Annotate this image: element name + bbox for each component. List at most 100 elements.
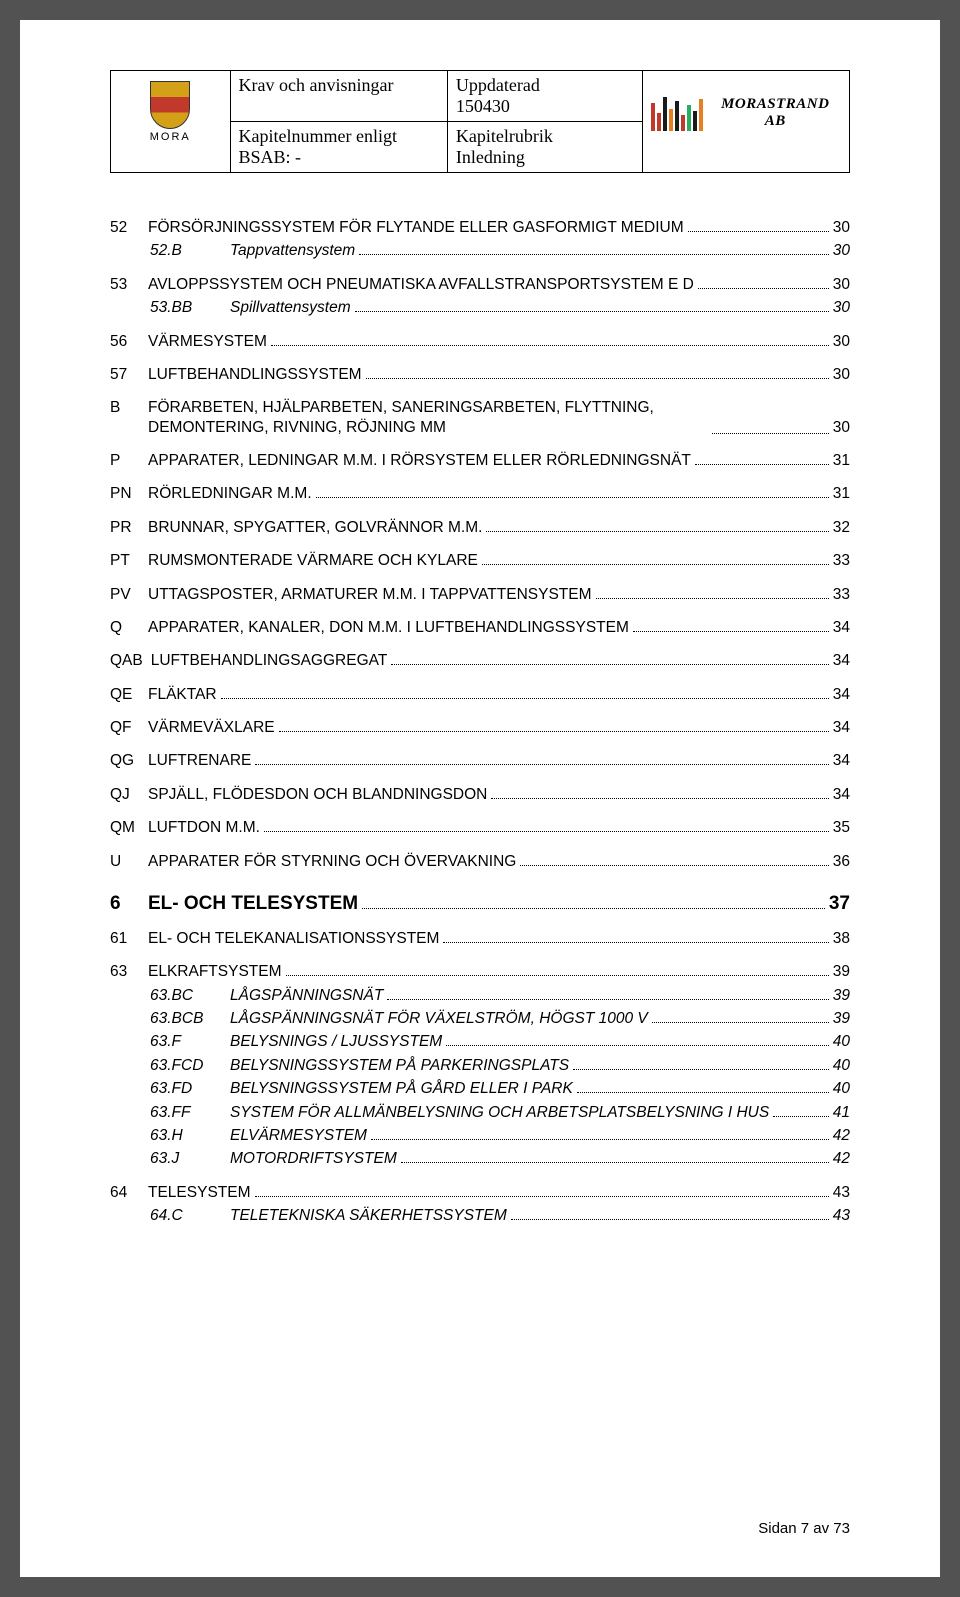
toc-row: 53.BBSpillvattensystem30 [110,298,850,317]
toc-label: SYSTEM FÖR ALLMÄNBELYSNING OCH ARBETSPLA… [230,1103,769,1122]
toc-code: B [110,398,148,417]
toc-leader [355,311,829,312]
toc-page: 31 [833,484,850,503]
toc-leader [695,464,829,465]
toc-page: 43 [833,1206,850,1225]
toc-leader [359,254,829,255]
toc-code: PT [110,551,148,570]
toc-row: PVUTTAGSPOSTER, ARMATURER M.M. I TAPPVAT… [110,585,850,604]
toc-row: QEFLÄKTAR34 [110,685,850,704]
toc-code: P [110,451,148,470]
toc-section-6: 6 EL- OCH TELESYSTEM 37 [110,893,850,915]
toc-row: 64TELESYSTEM 43 [110,1183,850,1202]
toc-page: 43 [833,1183,850,1202]
toc-section-code: 6 [110,893,148,915]
toc-leader [520,865,828,866]
toc-row: QAPPARATER, KANALER, DON M.M. I LUFTBEHA… [110,618,850,637]
toc-leader [366,378,829,379]
toc-row: QABLUFTBEHANDLINGSAGGREGAT34 [110,651,850,670]
document-page: MORA Krav och anvisningar Uppdaterad 150… [20,20,940,1577]
toc-row: QFVÄRMEVÄXLARE 34 [110,718,850,737]
toc-label: LUFTBEHANDLINGSAGGREGAT [151,651,388,670]
toc-section-label: EL- OCH TELESYSTEM [148,893,358,915]
toc-code: 63.FCD [110,1056,230,1075]
logo-left-cell: MORA [111,71,231,173]
toc-label: LUFTRENARE [148,751,251,770]
toc-leader [698,288,829,289]
toc-label: RUMSMONTERADE VÄRMARE OCH KYLARE [148,551,478,570]
toc-leader [371,1139,829,1140]
toc-page: 30 [833,275,850,294]
toc-leader [286,975,829,976]
toc-code: QF [110,718,148,737]
toc-row: 63.JMOTORDRIFTSYSTEM42 [110,1149,850,1168]
toc-label: VÄRMEVÄXLARE [148,718,275,737]
toc-code: 63.F [110,1032,230,1051]
toc-label: APPARATER, KANALER, DON M.M. I LUFTBEHAN… [148,618,629,637]
toc-leader [712,433,829,434]
toc-code: QAB [110,651,151,670]
toc-page: 40 [833,1079,850,1098]
toc-row: 63.FDBELYSNINGSSYSTEM PÅ GÅRD ELLER I PA… [110,1079,850,1098]
logo-right-cell: MORASTRAND AB [643,71,850,173]
toc-page: 31 [833,451,850,470]
toc-label: FÖRARBETEN, HJÄLPARBETEN, SANERINGSARBET… [148,398,708,437]
toc-row: 57LUFTBEHANDLINGSSYSTEM30 [110,365,850,384]
toc-page: 41 [833,1103,850,1122]
toc-block-2: 61EL- OCH TELEKANALISATIONSSYSTEM38 63ELK… [110,929,850,1226]
toc-code: 64 [110,1183,148,1202]
toc-label: LUFTDON M.M. [148,818,260,837]
toc-leader [688,231,829,232]
toc-row: 61EL- OCH TELEKANALISATIONSSYSTEM38 [110,929,850,948]
toc-code: 63 [110,962,148,981]
toc-page: 34 [833,718,850,737]
header-cell-b1: Uppdaterad 150430 [447,71,643,122]
toc-row: PTRUMSMONTERADE VÄRMARE OCH KYLARE33 [110,551,850,570]
toc-label: BELYSNINGSSYSTEM PÅ PARKERINGSPLATS [230,1056,569,1075]
header-cell-a2: Kapitelnummer enligt BSAB: - [230,122,447,173]
toc-page: 34 [833,751,850,770]
toc-leader [271,345,829,346]
toc-leader [491,798,828,799]
toc-label: TELESYSTEM [148,1183,251,1202]
toc-code: QE [110,685,148,704]
toc-leader [255,764,828,765]
toc-row: 63.FBELYSNINGS / LJUSSYSTEM40 [110,1032,850,1051]
toc-leader [316,497,829,498]
morastrand-logo: MORASTRAND AB [651,95,841,131]
page-footer: Sidan 7 av 73 [758,1520,850,1537]
toc-label: BELYSNINGSSYSTEM PÅ GÅRD ELLER I PARK [230,1079,573,1098]
toc-row: 63.BCBLÅGSPÄNNINGSNÄT FÖR VÄXELSTRÖM, HÖ… [110,1009,850,1028]
toc-leader [443,942,828,943]
toc-code: 63.FD [110,1079,230,1098]
toc-leader [221,698,829,699]
morastrand-logo-text: MORASTRAND AB [709,96,841,130]
toc-leader [362,908,825,909]
toc-code: 53 [110,275,148,294]
toc-page: 40 [833,1056,850,1075]
toc-row: PRBRUNNAR, SPYGATTER, GOLVRÄNNOR M.M.32 [110,518,850,537]
toc-leader [773,1116,829,1117]
toc-row: 63.HELVÄRMESYSTEM42 [110,1126,850,1145]
toc-label: BRUNNAR, SPYGATTER, GOLVRÄNNOR M.M. [148,518,482,537]
toc-page: 34 [833,685,850,704]
toc-label: LÅGSPÄNNINGSNÄT [230,986,383,1005]
toc-row: 53AVLOPPSSYSTEM OCH PNEUMATISKA AVFALLST… [110,275,850,294]
toc-leader [279,731,829,732]
toc-row: 52FÖRSÖRJNINGSSYSTEM FÖR FLYTANDE ELLER … [110,218,850,237]
toc-label: LÅGSPÄNNINGSNÄT FÖR VÄXELSTRÖM, HÖGST 10… [230,1009,648,1028]
toc-code: 63.FF [110,1103,230,1122]
toc-page: 39 [833,986,850,1005]
toc-page: 30 [833,418,850,437]
toc-code: PR [110,518,148,537]
toc-row: BFÖRARBETEN, HJÄLPARBETEN, SANERINGSARBE… [110,398,850,437]
morastrand-bars-icon [651,95,703,131]
toc-code: 52 [110,218,148,237]
toc-code: 63.BC [110,986,230,1005]
toc-code: QM [110,818,148,837]
toc-row: QJSPJÄLL, FLÖDESDON OCH BLANDNINGSDON34 [110,785,850,804]
toc-leader [486,531,828,532]
toc-label: ELKRAFTSYSTEM [148,962,282,981]
header-table: MORA Krav och anvisningar Uppdaterad 150… [110,70,850,173]
toc-page: 34 [833,618,850,637]
